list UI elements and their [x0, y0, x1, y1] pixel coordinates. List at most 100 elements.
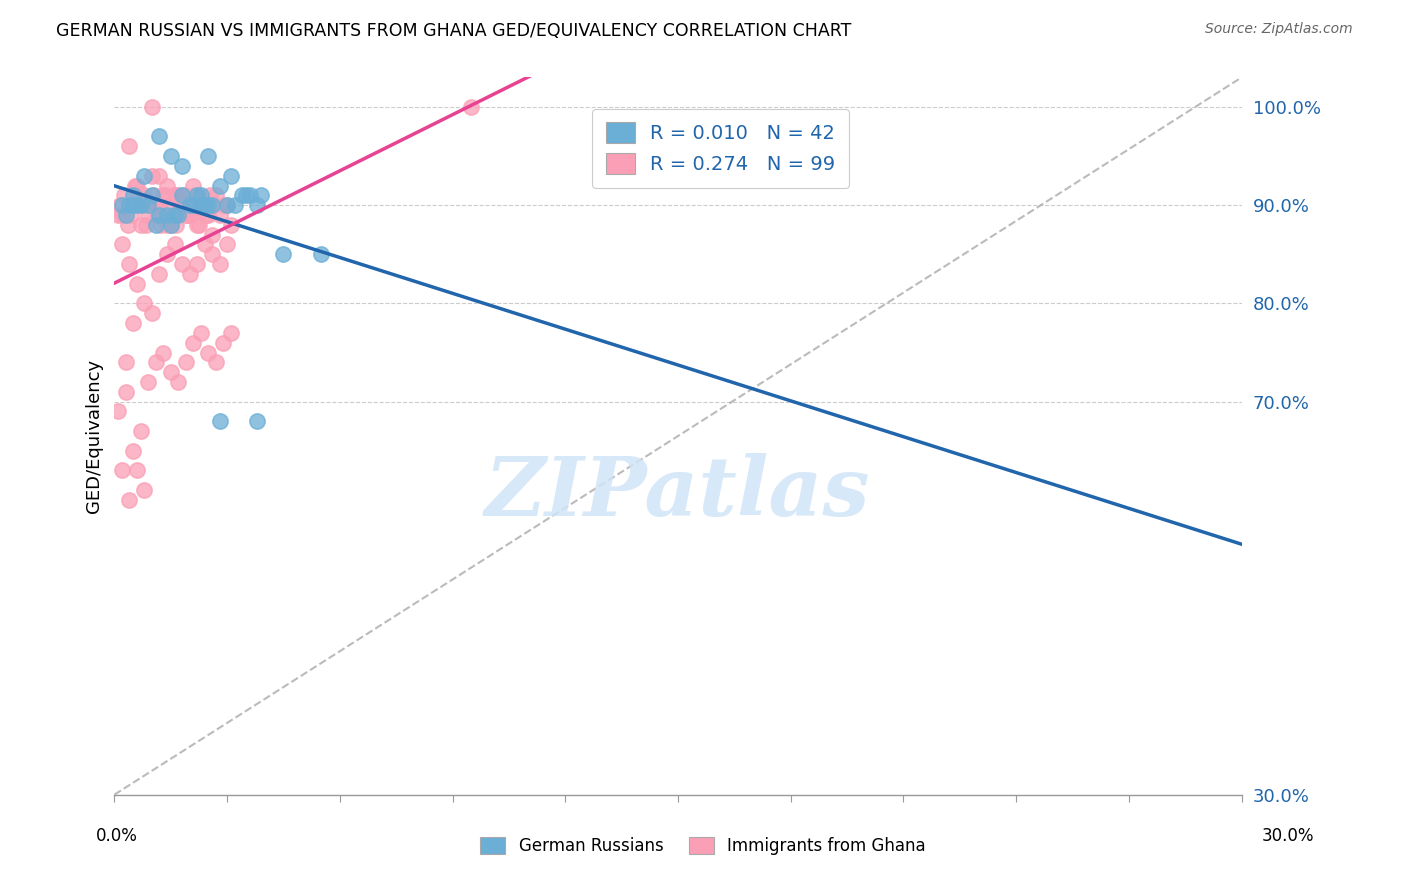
- Point: [197, 208, 219, 222]
- Point: [146, 208, 169, 222]
- Point: [165, 218, 187, 232]
- Point: [208, 257, 231, 271]
- Point: [129, 218, 152, 232]
- Point: [197, 149, 219, 163]
- Point: [124, 178, 146, 193]
- Point: [170, 257, 193, 271]
- Point: [205, 355, 228, 369]
- Point: [163, 188, 186, 202]
- Point: [148, 198, 170, 212]
- Point: [167, 375, 190, 389]
- Point: [156, 247, 179, 261]
- Point: [136, 375, 159, 389]
- Point: [125, 463, 148, 477]
- Point: [169, 198, 191, 212]
- Y-axis label: GED/Equivalency: GED/Equivalency: [86, 359, 103, 513]
- Point: [114, 355, 136, 369]
- Point: [197, 198, 219, 212]
- Point: [136, 208, 159, 222]
- Point: [111, 237, 134, 252]
- Point: [191, 198, 214, 212]
- Point: [181, 335, 204, 350]
- Point: [135, 218, 157, 232]
- Point: [179, 198, 201, 212]
- Point: [159, 218, 181, 232]
- Point: [246, 414, 269, 428]
- Point: [157, 198, 180, 212]
- Point: [239, 188, 262, 202]
- Point: [141, 169, 163, 183]
- Point: [208, 414, 231, 428]
- Point: [174, 208, 197, 222]
- Point: [152, 188, 174, 202]
- Point: [250, 188, 273, 202]
- Point: [148, 129, 170, 144]
- Point: [134, 169, 156, 183]
- Point: [197, 345, 219, 359]
- Point: [180, 198, 202, 212]
- Point: [170, 159, 193, 173]
- Point: [111, 208, 134, 222]
- Point: [141, 188, 163, 202]
- Point: [139, 198, 162, 212]
- Point: [173, 188, 195, 202]
- Point: [148, 169, 170, 183]
- Point: [159, 218, 181, 232]
- Point: [273, 247, 295, 261]
- Point: [162, 208, 184, 222]
- Point: [163, 237, 186, 252]
- Point: [125, 277, 148, 291]
- Point: [134, 296, 156, 310]
- Point: [181, 198, 204, 212]
- Text: 30.0%: 30.0%: [1263, 827, 1315, 845]
- Point: [129, 198, 152, 212]
- Text: Source: ZipAtlas.com: Source: ZipAtlas.com: [1205, 22, 1353, 37]
- Point: [208, 208, 231, 222]
- Point: [194, 237, 217, 252]
- Point: [179, 208, 201, 222]
- Point: [186, 188, 208, 202]
- Point: [118, 492, 141, 507]
- Point: [136, 198, 159, 212]
- Point: [219, 326, 242, 340]
- Point: [112, 188, 135, 202]
- Point: [114, 208, 136, 222]
- Point: [117, 218, 139, 232]
- Point: [107, 404, 129, 418]
- Point: [179, 208, 201, 222]
- Point: [190, 198, 212, 212]
- Point: [145, 355, 167, 369]
- Point: [170, 188, 193, 202]
- Point: [235, 188, 257, 202]
- Point: [190, 188, 212, 202]
- Point: [231, 188, 253, 202]
- Point: [163, 188, 186, 202]
- Legend: R = 0.010   N = 42, R = 0.274   N = 99: R = 0.010 N = 42, R = 0.274 N = 99: [592, 109, 849, 188]
- Point: [208, 178, 231, 193]
- Point: [217, 198, 239, 212]
- Point: [122, 316, 145, 330]
- Point: [141, 100, 163, 114]
- Point: [148, 267, 170, 281]
- Text: GERMAN RUSSIAN VS IMMIGRANTS FROM GHANA GED/EQUIVALENCY CORRELATION CHART: GERMAN RUSSIAN VS IMMIGRANTS FROM GHANA …: [56, 22, 852, 40]
- Point: [159, 365, 181, 379]
- Point: [170, 198, 193, 212]
- Point: [186, 188, 208, 202]
- Point: [134, 188, 156, 202]
- Point: [153, 188, 176, 202]
- Point: [186, 218, 208, 232]
- Point: [309, 247, 332, 261]
- Point: [111, 463, 134, 477]
- Point: [122, 188, 145, 202]
- Point: [200, 188, 222, 202]
- Point: [118, 198, 141, 212]
- Point: [167, 208, 190, 222]
- Point: [142, 188, 165, 202]
- Point: [170, 198, 193, 212]
- Point: [128, 188, 150, 202]
- Point: [131, 198, 153, 212]
- Point: [134, 483, 156, 497]
- Legend: German Russians, Immigrants from Ghana: German Russians, Immigrants from Ghana: [474, 830, 932, 862]
- Point: [201, 247, 224, 261]
- Point: [107, 208, 129, 222]
